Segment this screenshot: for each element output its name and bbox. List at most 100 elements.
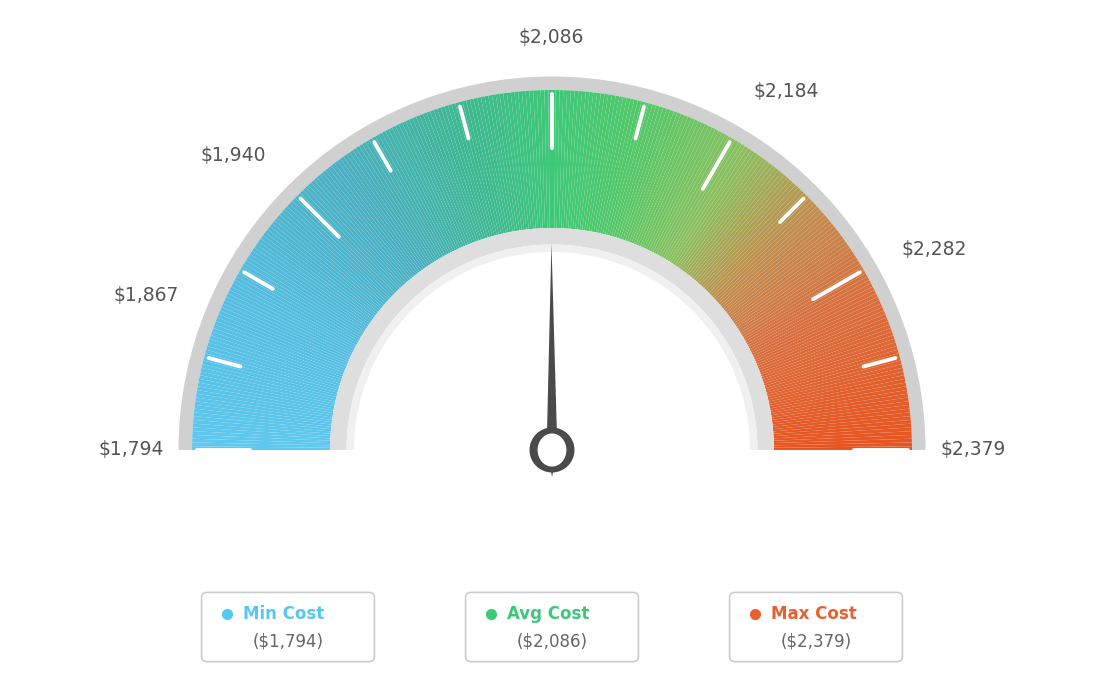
Wedge shape	[688, 166, 776, 276]
Wedge shape	[287, 204, 390, 299]
Circle shape	[530, 428, 574, 473]
Wedge shape	[750, 286, 874, 351]
Wedge shape	[300, 190, 399, 291]
Wedge shape	[203, 357, 338, 395]
Wedge shape	[728, 229, 839, 316]
FancyBboxPatch shape	[730, 592, 902, 662]
Wedge shape	[754, 300, 881, 359]
Wedge shape	[556, 90, 563, 228]
Wedge shape	[744, 270, 866, 341]
Wedge shape	[225, 297, 351, 357]
Wedge shape	[741, 260, 860, 335]
Wedge shape	[537, 90, 545, 228]
Wedge shape	[193, 413, 331, 429]
Wedge shape	[549, 90, 552, 228]
Wedge shape	[251, 250, 368, 329]
Wedge shape	[697, 177, 790, 284]
Wedge shape	[488, 95, 514, 232]
Wedge shape	[205, 350, 339, 391]
Wedge shape	[569, 91, 582, 229]
Wedge shape	[580, 93, 601, 230]
Text: $1,794: $1,794	[98, 440, 163, 460]
Wedge shape	[657, 132, 725, 255]
Wedge shape	[179, 77, 925, 450]
Wedge shape	[699, 180, 793, 285]
Wedge shape	[756, 307, 884, 364]
Wedge shape	[736, 250, 853, 329]
Wedge shape	[306, 185, 402, 288]
Wedge shape	[687, 164, 773, 275]
Wedge shape	[209, 339, 341, 384]
Wedge shape	[765, 350, 899, 391]
Wedge shape	[596, 97, 627, 233]
Wedge shape	[631, 114, 684, 244]
Wedge shape	[771, 382, 906, 411]
Wedge shape	[716, 209, 822, 303]
Wedge shape	[365, 140, 439, 260]
Wedge shape	[726, 226, 837, 314]
Wedge shape	[684, 161, 769, 273]
Wedge shape	[740, 257, 858, 333]
Wedge shape	[423, 112, 475, 243]
Wedge shape	[724, 224, 835, 312]
Wedge shape	[192, 435, 330, 443]
Wedge shape	[254, 244, 370, 325]
Wedge shape	[214, 321, 344, 373]
Wedge shape	[586, 95, 612, 231]
Wedge shape	[769, 375, 905, 406]
Wedge shape	[669, 144, 745, 263]
Wedge shape	[192, 431, 330, 441]
Wedge shape	[269, 224, 380, 312]
Wedge shape	[772, 397, 909, 420]
Wedge shape	[470, 99, 503, 234]
Wedge shape	[760, 321, 890, 373]
Wedge shape	[338, 159, 422, 272]
Wedge shape	[402, 121, 461, 248]
Wedge shape	[734, 244, 850, 325]
Wedge shape	[226, 293, 352, 355]
Wedge shape	[749, 283, 873, 349]
Wedge shape	[746, 277, 869, 345]
Wedge shape	[647, 124, 709, 250]
Wedge shape	[773, 416, 911, 431]
Wedge shape	[603, 99, 638, 235]
Wedge shape	[612, 104, 652, 237]
Wedge shape	[197, 390, 333, 415]
Wedge shape	[522, 91, 535, 229]
Wedge shape	[302, 188, 400, 290]
Wedge shape	[705, 190, 804, 291]
Wedge shape	[242, 264, 362, 337]
Wedge shape	[616, 106, 660, 238]
Wedge shape	[353, 148, 431, 265]
Text: ($2,379): ($2,379)	[781, 633, 851, 651]
Text: ($2,086): ($2,086)	[517, 633, 587, 651]
FancyBboxPatch shape	[466, 592, 638, 662]
Wedge shape	[426, 111, 477, 242]
Wedge shape	[379, 132, 447, 255]
Wedge shape	[774, 427, 912, 438]
Wedge shape	[756, 310, 885, 366]
Wedge shape	[343, 155, 425, 269]
Wedge shape	[650, 128, 715, 253]
Wedge shape	[220, 307, 348, 364]
Wedge shape	[258, 239, 372, 322]
Wedge shape	[735, 248, 852, 327]
Wedge shape	[561, 90, 571, 228]
Wedge shape	[755, 304, 882, 362]
Wedge shape	[314, 177, 407, 284]
Wedge shape	[722, 217, 829, 308]
Wedge shape	[732, 239, 846, 322]
Wedge shape	[767, 360, 902, 397]
Wedge shape	[431, 110, 479, 241]
Wedge shape	[195, 394, 332, 417]
Wedge shape	[720, 215, 827, 307]
Wedge shape	[761, 328, 892, 377]
Wedge shape	[455, 102, 495, 236]
Wedge shape	[295, 195, 395, 295]
Wedge shape	[708, 193, 807, 293]
Wedge shape	[389, 128, 454, 253]
Wedge shape	[206, 346, 339, 388]
Wedge shape	[763, 339, 895, 384]
Wedge shape	[246, 257, 364, 333]
Wedge shape	[704, 188, 802, 290]
